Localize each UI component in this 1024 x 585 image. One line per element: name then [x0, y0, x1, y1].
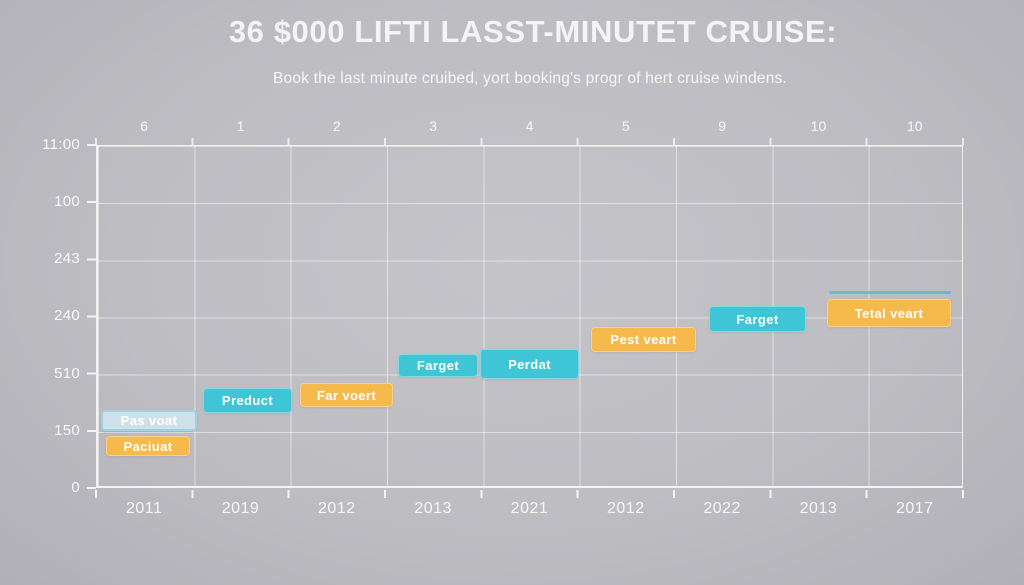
- bar-label: Farget: [416, 358, 460, 373]
- bar-label: Paciuat: [123, 438, 173, 454]
- total-marker-line: [829, 291, 951, 294]
- chart-bar-pest-veart: Pest veart: [591, 327, 696, 352]
- left-axis: 11:00 100 243 240 510 150 0: [26, 136, 80, 496]
- left-axis-label: 0: [71, 478, 80, 496]
- left-axis-ticks: [87, 144, 96, 490]
- left-axis-label: 11:00: [42, 136, 80, 153]
- chart-plot-area: [96, 145, 963, 488]
- top-axis-label: 2: [332, 118, 341, 134]
- top-axis-label: 10: [907, 118, 923, 134]
- top-axis-ticks: [95, 138, 965, 145]
- bottom-axis-label: 2012: [318, 500, 356, 517]
- chart-bar-farget: Farget: [398, 354, 478, 377]
- bottom-axis-label: 2012: [607, 500, 645, 517]
- bottom-axis-label: 2022: [703, 500, 741, 517]
- page-title: 36 $000 LIFTI LASST-MINUTET CRUISE:: [228, 14, 838, 49]
- bottom-axis-label: 2021: [510, 500, 549, 517]
- chart-bar-far-voert: Far voert: [300, 383, 393, 407]
- top-axis-label: 1: [236, 118, 245, 134]
- top-axis-label: 10: [810, 118, 827, 134]
- left-axis-label: 510: [54, 364, 80, 382]
- bottom-axis-label: 2013: [414, 500, 452, 517]
- page-subtitle: Book the last minute cruibed, yort booki…: [272, 70, 788, 87]
- chart-bar-pas-voat: Pas voat: [101, 410, 197, 431]
- bar-label: Far voert: [316, 387, 377, 403]
- top-axis-label: 9: [718, 118, 727, 134]
- bottom-axis-label: 2013: [799, 500, 838, 517]
- bar-label: Tetal veart: [854, 305, 924, 321]
- top-axis-label: 4: [525, 118, 534, 134]
- bar-label: Farget: [736, 311, 779, 327]
- bar-label: Preduct: [221, 393, 274, 408]
- top-axis: 6 1 2 3 4 5 9 10 10: [96, 118, 963, 134]
- chart-bar-tetal-veart: Tetal veart: [827, 299, 951, 327]
- chart-bar-preduct: Preduct: [203, 388, 292, 413]
- left-axis-label: 100: [54, 193, 80, 211]
- bar-label: Pest veart: [610, 332, 677, 347]
- left-axis-label: 150: [54, 421, 80, 439]
- left-axis-label: 243: [54, 250, 80, 268]
- bar-label: Perdat: [508, 356, 551, 372]
- chart-bar-farget: Farget: [709, 306, 806, 332]
- bottom-axis-label: 2011: [125, 500, 163, 517]
- left-axis-label: 240: [54, 307, 80, 325]
- chart-bar-perdat: Perdat: [480, 349, 579, 379]
- top-axis-label: 6: [140, 118, 149, 134]
- top-axis-label: 3: [429, 118, 438, 134]
- top-axis-label: 5: [621, 118, 630, 134]
- bottom-axis-label: 2017: [895, 500, 934, 517]
- bottom-axis-label: 2019: [221, 500, 260, 517]
- bar-label: Pas voat: [120, 413, 178, 428]
- bottom-axis-ticks: [95, 490, 965, 498]
- chart-bar-paciuat: Paciuat: [106, 436, 190, 456]
- bottom-axis: 2011 2019 2012 2013 2021 2012 2022 2013 2017: [96, 500, 963, 518]
